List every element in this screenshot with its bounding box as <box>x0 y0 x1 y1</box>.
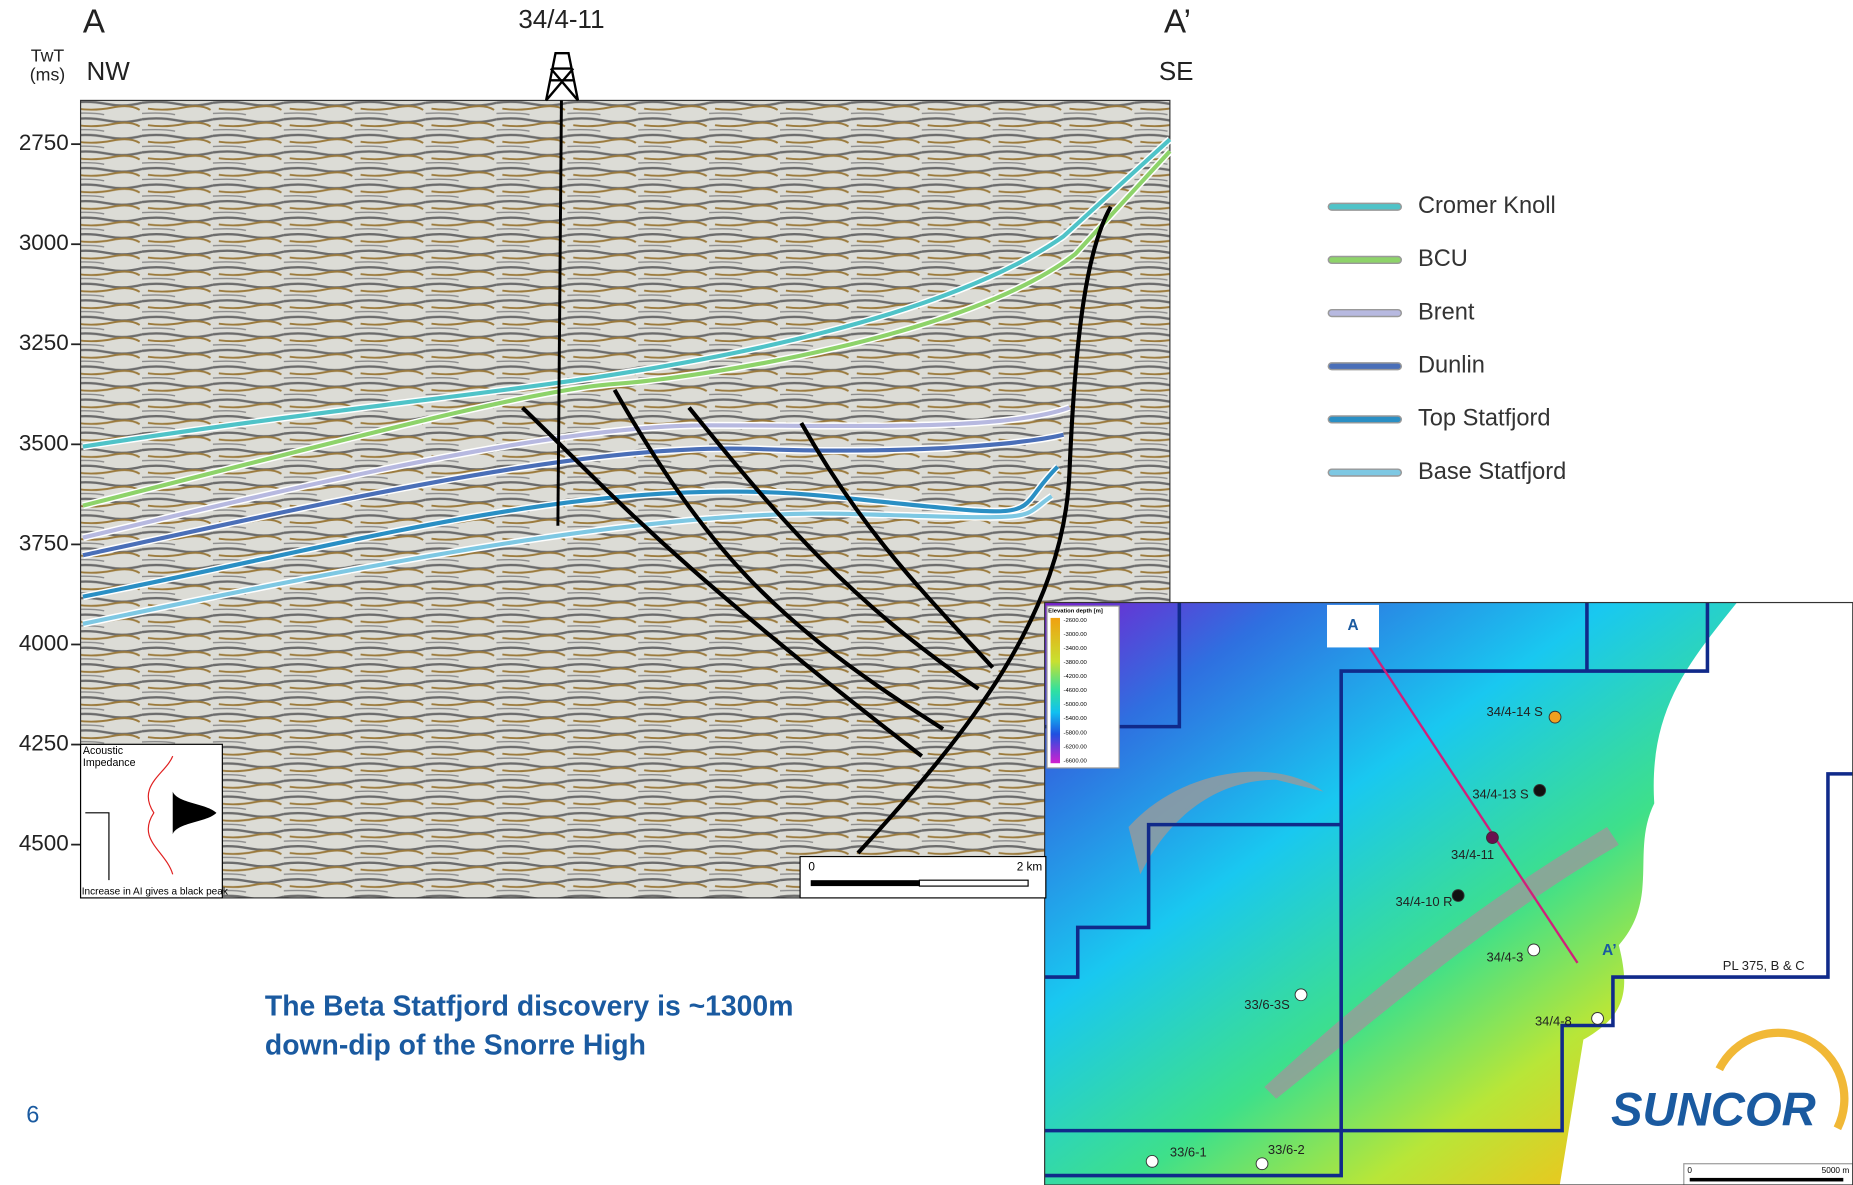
map-legend-value: -2600.00 <box>1064 618 1088 624</box>
well-name: 34/4-8 <box>1535 1013 1572 1028</box>
well-name: 33/6-3S <box>1244 997 1290 1012</box>
seismic-section <box>81 100 1170 897</box>
legend-label: Brent <box>1418 299 1475 325</box>
map-legend-title: Elevation depth [m] <box>1048 608 1103 614</box>
well-marker <box>1534 784 1546 796</box>
y-tick-label: 3250 <box>19 330 69 355</box>
y-tick-label: 4500 <box>19 831 69 856</box>
scale-label: 0 <box>808 859 815 873</box>
well-marker <box>1592 1013 1604 1025</box>
scale-bar <box>919 880 1028 886</box>
caption: down-dip of the Snorre High <box>265 1029 646 1061</box>
y-tick-label: 4000 <box>19 630 69 655</box>
direction-label: NW <box>86 56 130 86</box>
legend-label: Dunlin <box>1418 352 1485 378</box>
licence-label: PL 375, B & C <box>1723 958 1805 973</box>
y-tick-label: 3000 <box>19 230 69 255</box>
section-end-label: A <box>83 3 105 40</box>
scale-label: 2 km <box>1017 859 1043 873</box>
well-marker <box>1549 711 1561 723</box>
well-name: 34/4-3 <box>1487 950 1524 965</box>
map-legend-value: -4600.00 <box>1064 688 1088 694</box>
slide: Elevation depth [m] -2600.00 -3000.00 -3400… <box>0 0 1853 1185</box>
map-legend-value: -3400.00 <box>1064 646 1088 652</box>
well-marker <box>1256 1158 1268 1170</box>
legend-label: Base Statfjord <box>1418 459 1566 485</box>
map-scale-label: 0 <box>1687 1166 1692 1175</box>
legend-label: BCU <box>1418 246 1468 272</box>
map-legend-value: -4200.00 <box>1064 674 1088 680</box>
scale-bar <box>811 880 920 886</box>
map-legend-value: -6600.00 <box>1064 758 1088 764</box>
well-name: 33/6-1 <box>1170 1145 1207 1160</box>
map-scale-label: 5000 m <box>1822 1166 1850 1175</box>
y-tick-label: 3500 <box>19 430 69 455</box>
page-number: 6 <box>26 1103 39 1129</box>
well-marker <box>1295 989 1307 1001</box>
map-legend-value: -6200.00 <box>1064 744 1088 750</box>
legend-label: Cromer Knoll <box>1418 193 1556 219</box>
y-tick-label: 2750 <box>19 130 69 155</box>
well-name: 34/4-14 S <box>1487 704 1544 719</box>
direction-label: SE <box>1159 56 1194 86</box>
well-marker <box>1528 944 1540 956</box>
logo: SUNCOR <box>1611 1083 1816 1136</box>
map-legend-value: -5000.00 <box>1064 702 1088 708</box>
derrick-icon <box>546 53 578 100</box>
axis-label: TwT <box>31 45 65 65</box>
inset-title: Acoustic <box>83 745 124 757</box>
well-marker <box>1487 832 1499 844</box>
map-legend-value: -5800.00 <box>1064 730 1088 736</box>
well-label: 34/4-11 <box>518 4 604 34</box>
map-legend-value: -3800.00 <box>1064 660 1088 666</box>
y-tick-label: 3750 <box>19 530 69 555</box>
map-section-label: A <box>1347 617 1358 634</box>
well-marker <box>1146 1155 1158 1167</box>
map-scale-bar <box>1690 1178 1844 1182</box>
well-name: 34/4-11 <box>1451 847 1494 862</box>
inset-title: Impedance <box>83 757 136 769</box>
map-legend-value: -3000.00 <box>1064 632 1088 638</box>
color-bar <box>1051 618 1060 763</box>
map-legend-value: -5400.00 <box>1064 716 1088 722</box>
caption: The Beta Statfjord discovery is ~1300m <box>265 990 794 1022</box>
y-tick-label: 4250 <box>19 730 69 755</box>
map-section-label: A’ <box>1602 942 1617 959</box>
well-name: 34/4-10 R <box>1396 894 1453 909</box>
inset-caption: Increase in AI gives a black peak <box>82 887 229 898</box>
section-end-label: A’ <box>1164 3 1191 40</box>
well-marker <box>1452 890 1464 902</box>
well-name: 33/6-2 <box>1268 1142 1305 1157</box>
axis-label: (ms) <box>30 64 65 84</box>
well-name: 34/4-13 S <box>1472 787 1529 802</box>
legend-label: Top Statfjord <box>1418 406 1551 432</box>
scale-box <box>800 857 1046 898</box>
